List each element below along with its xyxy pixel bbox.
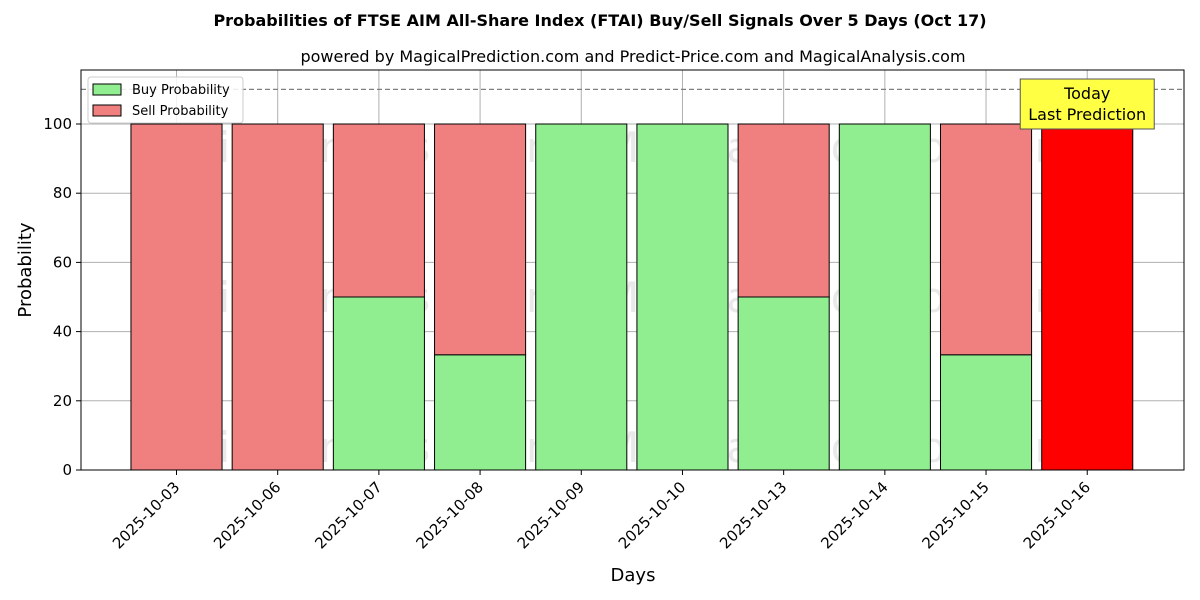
bar-buy bbox=[940, 354, 1033, 471]
legend-label: Sell Probability bbox=[132, 104, 229, 119]
bar-buy bbox=[332, 296, 425, 471]
bar-buy bbox=[636, 123, 729, 471]
legend-swatch bbox=[92, 83, 122, 96]
legend-label: Buy Probability bbox=[132, 83, 230, 98]
bar-sell bbox=[737, 123, 830, 298]
bars-layer bbox=[130, 123, 1134, 471]
bar-sell bbox=[332, 123, 425, 298]
y-tick-label: 80 bbox=[53, 184, 72, 202]
plot-frame bbox=[80, 69, 1185, 471]
x-tick-label: 2025-10-14 bbox=[817, 478, 891, 552]
x-tick-label: 2025-10-06 bbox=[210, 478, 284, 552]
x-axis-label: Days bbox=[611, 565, 656, 586]
y-tick-label: 0 bbox=[62, 461, 72, 479]
bar-sell bbox=[434, 123, 527, 356]
bar-highlight bbox=[1041, 123, 1134, 471]
x-tick-label: 2025-10-15 bbox=[918, 478, 992, 552]
bar-sell bbox=[231, 123, 324, 471]
legend-swatch bbox=[92, 104, 122, 117]
chart-title: Probabilities of FTSE AIM All-Share Inde… bbox=[213, 11, 986, 30]
legend: Buy Probability Sell Probability bbox=[87, 76, 244, 124]
x-tick-label: 2025-10-16 bbox=[1020, 478, 1094, 552]
bar-sell bbox=[940, 123, 1033, 356]
annotation-text: Last Prediction bbox=[1028, 105, 1146, 124]
x-tick-label: 2025-10-08 bbox=[413, 478, 487, 552]
x-tick-label: 2025-10-07 bbox=[311, 478, 385, 552]
y-tick-label: 40 bbox=[53, 323, 72, 341]
x-tick-label: 2025-10-13 bbox=[716, 478, 790, 552]
x-tick-label: 2025-10-03 bbox=[109, 478, 183, 552]
annotation-box bbox=[1019, 78, 1155, 130]
chart-subtitle: powered by MagicalPrediction.com and Pre… bbox=[300, 47, 965, 66]
bar-buy bbox=[434, 354, 527, 471]
bar-sell bbox=[130, 123, 223, 471]
legend-box bbox=[87, 76, 244, 124]
x-tick-label: 2025-10-09 bbox=[514, 478, 588, 552]
annotation-text: Today bbox=[1063, 84, 1110, 103]
bar-buy bbox=[535, 123, 628, 471]
y-tick-label: 20 bbox=[53, 392, 72, 410]
bar-buy bbox=[838, 123, 931, 471]
y-axis-label: Probability bbox=[15, 222, 36, 317]
y-tick-label: 60 bbox=[53, 253, 72, 271]
today-annotation: Today Last Prediction bbox=[1019, 78, 1155, 130]
x-tick-label: 2025-10-10 bbox=[615, 478, 689, 552]
bar-buy bbox=[737, 296, 830, 471]
y-tick-label: 100 bbox=[43, 115, 72, 133]
